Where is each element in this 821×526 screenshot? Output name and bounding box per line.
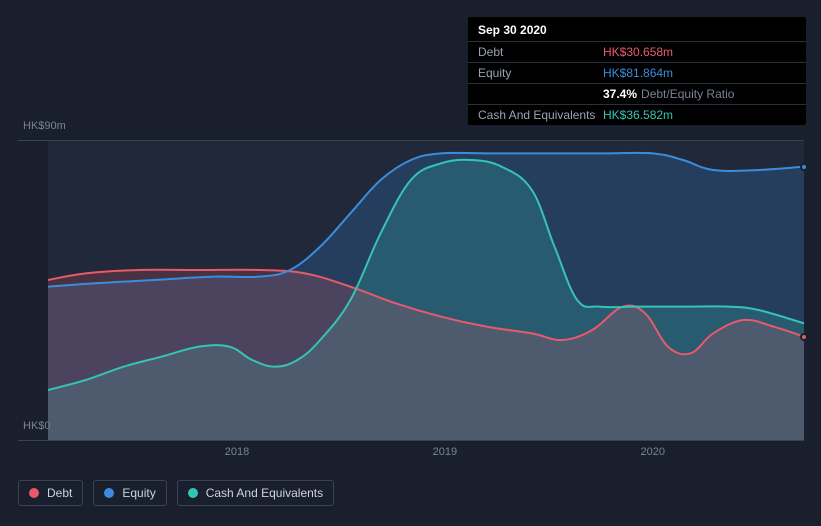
legend-item-debt[interactable]: Debt	[18, 480, 83, 506]
tooltip-label: Debt	[478, 45, 603, 59]
y-label-max: HK$90m	[23, 120, 66, 132]
chart-legend: Debt Equity Cash And Equivalents	[18, 480, 334, 506]
legend-label: Equity	[122, 486, 155, 500]
tooltip-value-debt: HK$30.658m	[603, 45, 673, 59]
end-marker-equity	[800, 163, 808, 171]
tooltip-label: Equity	[478, 66, 603, 80]
x-axis-labels: 2018 2019 2020	[48, 446, 804, 466]
chart-container: HK$90m HK$0 2018 2019 2020	[18, 120, 804, 460]
x-label: 2019	[433, 446, 457, 458]
chart-svg	[48, 140, 804, 440]
x-label: 2020	[641, 446, 665, 458]
tooltip-value-cash: HK$36.582m	[603, 108, 673, 122]
end-marker-debt	[800, 333, 808, 341]
x-label: 2018	[225, 446, 249, 458]
tooltip-ratio-number: 37.4%	[603, 87, 637, 101]
legend-item-cash[interactable]: Cash And Equivalents	[177, 480, 334, 506]
gridline-bottom	[18, 440, 804, 441]
tooltip-date: Sep 30 2020	[468, 17, 806, 41]
tooltip-row-debt: Debt HK$30.658m	[468, 41, 806, 62]
tooltip-row-ratio: 37.4% Debt/Equity Ratio	[468, 83, 806, 104]
legend-item-equity[interactable]: Equity	[93, 480, 166, 506]
y-label-min: HK$0	[23, 420, 51, 432]
tooltip-row-cash: Cash And Equivalents HK$36.582m	[468, 104, 806, 125]
tooltip-row-equity: Equity HK$81.864m	[468, 62, 806, 83]
tooltip-value-equity: HK$81.864m	[603, 66, 673, 80]
tooltip-label: Cash And Equivalents	[478, 108, 603, 122]
tooltip-ratio-text: Debt/Equity Ratio	[641, 87, 734, 101]
legend-label: Debt	[47, 486, 72, 500]
legend-dot-icon	[104, 488, 114, 498]
legend-label: Cash And Equivalents	[206, 486, 323, 500]
plot-area[interactable]	[48, 140, 804, 440]
data-tooltip: Sep 30 2020 Debt HK$30.658m Equity HK$81…	[468, 17, 806, 125]
legend-dot-icon	[29, 488, 39, 498]
tooltip-label	[478, 87, 603, 101]
legend-dot-icon	[188, 488, 198, 498]
